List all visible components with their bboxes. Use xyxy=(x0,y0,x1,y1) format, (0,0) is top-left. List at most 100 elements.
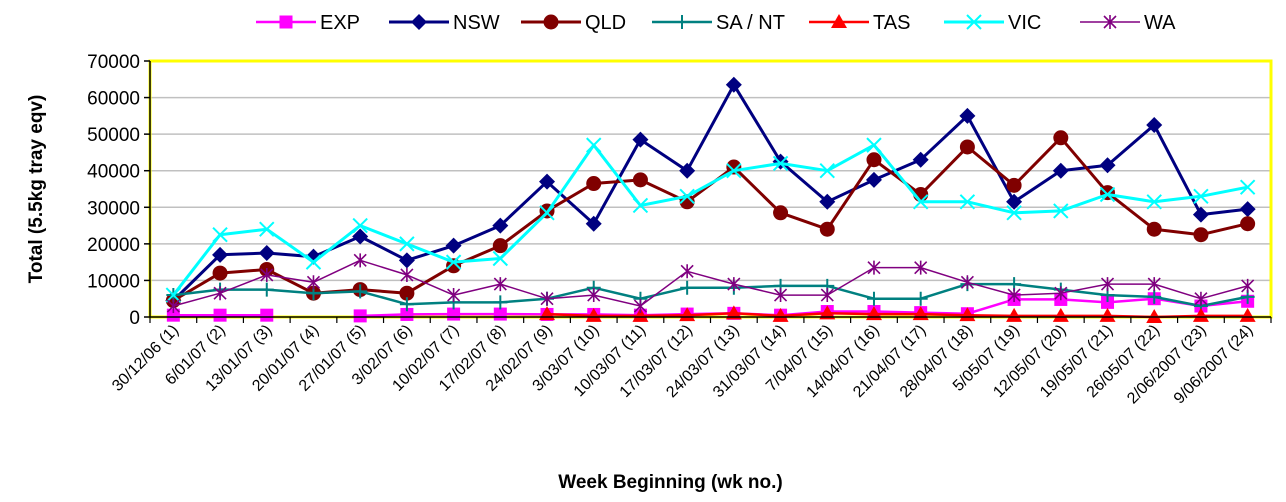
data-point-nsw xyxy=(632,131,649,148)
data-point-qld xyxy=(959,139,975,155)
data-point-wa xyxy=(680,264,694,279)
data-point-exp xyxy=(447,307,461,321)
data-point-vic xyxy=(959,194,976,210)
y-tick-label: 0 xyxy=(129,308,140,329)
data-point-wa xyxy=(773,288,788,303)
data-point-nsw xyxy=(1192,206,1209,223)
data-point-nsw xyxy=(212,246,229,263)
data-point-vic xyxy=(1239,179,1256,195)
data-point-wa xyxy=(1054,286,1068,301)
data-point-nsw xyxy=(819,193,836,210)
data-point-qld xyxy=(632,172,648,188)
legend-item-tas: TAS xyxy=(809,12,910,34)
data-point-vic xyxy=(165,287,182,303)
series-lines xyxy=(165,76,1256,323)
data-point-nsw xyxy=(959,107,976,124)
data-point-tas xyxy=(1192,307,1209,322)
data-point-wa xyxy=(820,288,834,303)
data-point-wa xyxy=(727,277,741,292)
legend-marker xyxy=(966,14,982,30)
data-point-wa xyxy=(1100,277,1115,292)
y-tick-label: 20000 xyxy=(87,235,140,256)
data-point-vic xyxy=(912,194,929,210)
gridlines xyxy=(150,96,1271,282)
series-wa xyxy=(166,253,1255,314)
data-point-vic xyxy=(492,250,509,267)
data-point-sa-nt xyxy=(913,291,928,306)
data-point-tas xyxy=(1146,309,1163,323)
data-point-vic xyxy=(539,205,555,221)
y-axis-title: Total (5.5kg tray eqv) xyxy=(26,95,47,284)
data-point-wa xyxy=(400,267,414,282)
data-point-qld xyxy=(1193,227,1209,243)
data-point-qld xyxy=(212,265,228,281)
data-point-qld xyxy=(773,205,789,221)
data-point-wa xyxy=(540,291,554,306)
legend-marker xyxy=(411,14,427,30)
data-point-tas xyxy=(1006,307,1023,322)
data-point-exp xyxy=(213,308,227,322)
series-line-wa xyxy=(173,259,1248,307)
legend-label: WA xyxy=(1144,12,1176,34)
data-point-wa xyxy=(260,267,274,282)
legend-marker xyxy=(279,15,293,29)
data-point-nsw xyxy=(1239,201,1256,218)
legend-item-wa: WA xyxy=(1080,12,1176,34)
y-axis: 0 10000 20000 30000 40000 50000 60000 70000 xyxy=(87,52,151,329)
legend-item-vic: VIC xyxy=(944,12,1041,34)
legend-marker xyxy=(675,15,689,29)
data-point-vic xyxy=(445,254,462,270)
y-tick-label: 30000 xyxy=(87,198,140,219)
data-point-qld xyxy=(492,238,508,254)
data-point-vic xyxy=(772,155,789,172)
legend-marker xyxy=(543,14,559,30)
y-tick-label: 50000 xyxy=(87,125,140,146)
data-point-wa xyxy=(633,299,648,314)
data-point-wa xyxy=(960,275,974,290)
data-point-tas xyxy=(772,307,789,322)
data-point-sa-nt xyxy=(399,297,414,312)
data-point-vic xyxy=(586,137,602,153)
x-axis: 30/12/06 (1)6/01/07 (2)13/01/07 (3)20/01… xyxy=(109,316,1272,407)
legend-label: SA / NT xyxy=(716,12,785,34)
data-point-wa xyxy=(914,260,928,275)
data-point-exp xyxy=(166,308,180,322)
data-point-wa xyxy=(1147,277,1161,292)
data-point-vic xyxy=(399,236,415,252)
data-point-wa xyxy=(166,299,180,314)
data-point-vic xyxy=(212,227,228,243)
data-point-vic xyxy=(1193,188,1209,205)
data-point-wa xyxy=(1007,288,1021,303)
data-point-qld xyxy=(866,152,882,168)
data-point-tas xyxy=(632,307,649,322)
data-point-vic xyxy=(352,217,368,234)
legend-item-exp: EXP xyxy=(256,12,360,34)
data-point-qld xyxy=(399,285,415,301)
data-point-nsw xyxy=(492,217,509,234)
data-point-vic xyxy=(632,197,649,214)
data-point-sa-nt xyxy=(866,291,881,306)
y-tick-label: 70000 xyxy=(87,52,140,73)
data-point-nsw xyxy=(539,173,556,190)
series-line-vic xyxy=(172,143,1248,297)
data-point-wa xyxy=(353,253,367,268)
legend-label: QLD xyxy=(585,12,626,34)
data-point-nsw xyxy=(912,151,929,168)
legend-label: EXP xyxy=(320,12,360,34)
plot-background xyxy=(150,61,1271,317)
data-point-sa-nt xyxy=(259,282,274,297)
data-point-exp xyxy=(1101,295,1115,309)
data-point-wa xyxy=(1194,291,1208,306)
data-point-qld xyxy=(1006,177,1022,193)
data-point-wa xyxy=(306,275,321,290)
x-axis-title: Week Beginning (wk no.) xyxy=(558,472,783,493)
legend-marker xyxy=(831,14,847,28)
data-point-vic xyxy=(866,137,882,153)
data-point-qld xyxy=(1146,221,1162,237)
data-point-wa xyxy=(447,288,461,303)
series-line-nsw xyxy=(172,83,1248,302)
data-point-qld xyxy=(819,221,835,237)
data-point-wa xyxy=(493,277,507,292)
data-point-tas xyxy=(1099,307,1116,322)
